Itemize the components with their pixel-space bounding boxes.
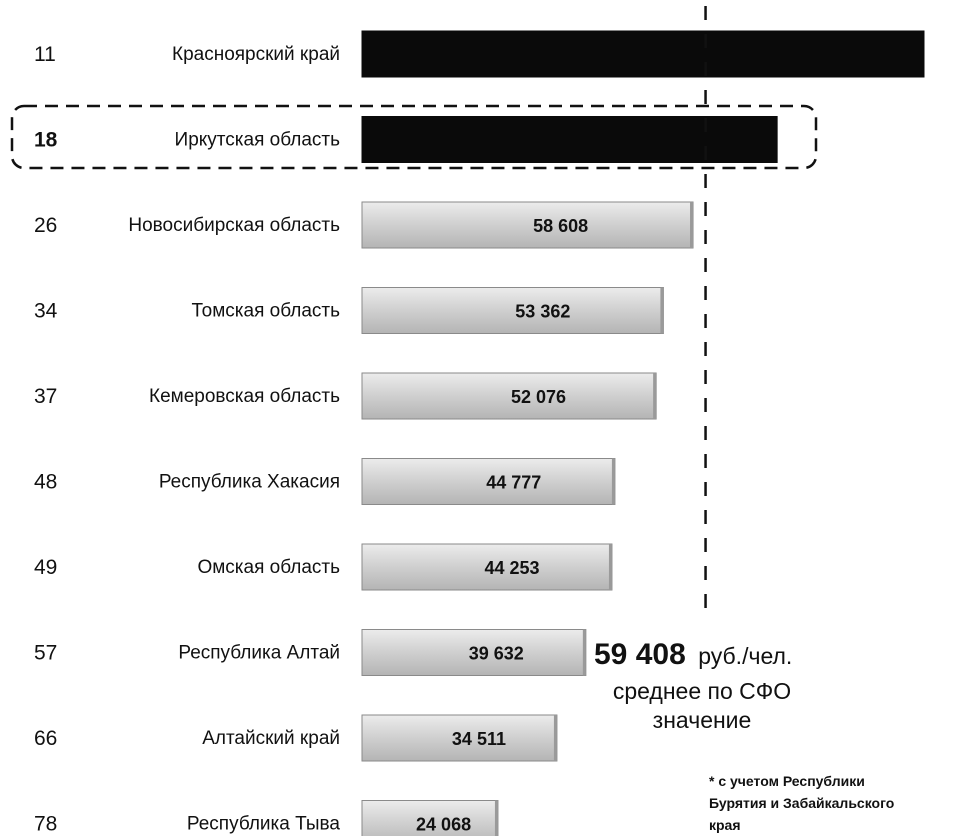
region-label: Иркутская область — [175, 130, 341, 151]
footnote-line3: края — [709, 817, 741, 833]
value-label: 44 253 — [484, 558, 539, 578]
value-label: 53 362 — [515, 302, 570, 322]
bar — [361, 543, 613, 591]
value-label: 44 777 — [486, 473, 541, 493]
bar-edge — [690, 202, 694, 248]
value-label: 58 608 — [533, 216, 588, 236]
bar — [361, 30, 925, 78]
footnote-line1: * с учетом Республики — [709, 773, 865, 789]
average-caption-line1: среднее по СФО — [613, 678, 791, 704]
region-label: Красноярский край — [172, 44, 340, 65]
bar — [361, 116, 778, 163]
rank-label: 18 — [34, 129, 58, 152]
footnote-line2: Бурятия и Забайкальского — [709, 795, 894, 811]
value-label: 24 068 — [416, 815, 471, 835]
bar-edge — [494, 800, 498, 836]
rank-label: 26 — [34, 214, 57, 237]
region-label: Алтайский край — [202, 728, 340, 749]
value-label: 52 076 — [511, 387, 566, 407]
average-value-text: 59 408 руб./чел. — [594, 638, 792, 671]
region-label: Омская область — [197, 557, 340, 578]
average-caption-line2: значение — [653, 707, 752, 733]
rank-label: 57 — [34, 642, 57, 665]
bar-edge — [553, 715, 557, 761]
rank-label: 11 — [34, 43, 56, 66]
bar — [361, 372, 657, 420]
value-label: 34 511 — [452, 729, 506, 749]
bar-edge — [611, 458, 615, 505]
value-label: 39 632 — [469, 644, 524, 664]
region-label: Республика Хакасия — [159, 472, 340, 493]
bar — [361, 201, 694, 249]
region-label: Новосибирская область — [128, 215, 340, 236]
bar-edge — [653, 373, 657, 419]
region-label: Кемеровская область — [149, 386, 340, 407]
bar-edge — [608, 544, 612, 590]
average-unit: руб./чел. — [698, 643, 792, 669]
bar — [361, 714, 558, 762]
rank-label: 34 — [34, 300, 58, 323]
region-label: Республика Алтай — [178, 643, 340, 664]
rank-label: 49 — [34, 556, 57, 579]
highlight-box — [10, 104, 818, 170]
average-value: 59 408 — [594, 638, 686, 671]
bar-edge — [582, 629, 586, 676]
bar — [361, 458, 616, 505]
region-label: Республика Тыва — [187, 814, 341, 835]
rank-label: 37 — [34, 385, 57, 408]
rank-label: 78 — [34, 813, 57, 836]
bar-edge — [660, 287, 664, 334]
rank-label: 48 — [34, 471, 57, 494]
rank-label: 66 — [34, 727, 57, 750]
bar — [361, 287, 664, 334]
region-label: Томская область — [192, 301, 341, 322]
bar — [361, 629, 587, 676]
